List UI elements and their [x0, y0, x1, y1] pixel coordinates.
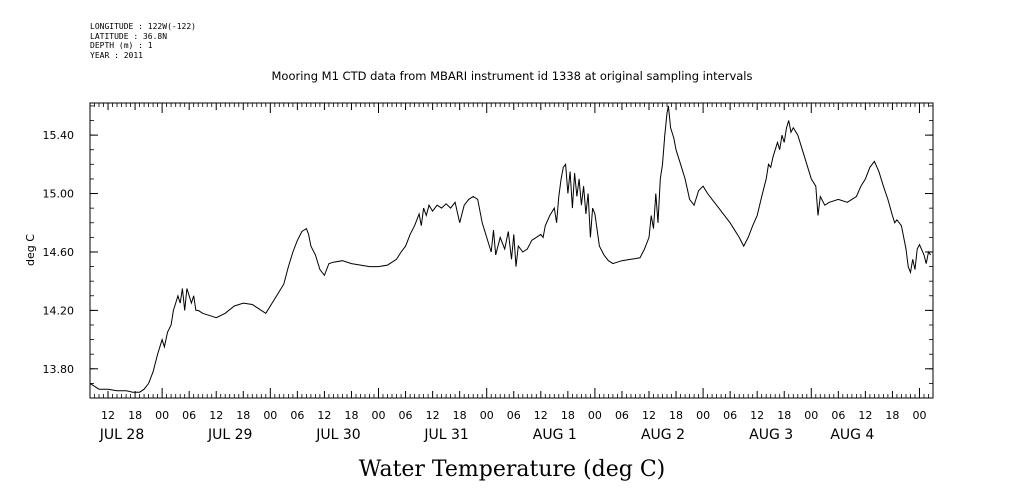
x-hour-label: 18 — [669, 409, 683, 422]
x-hour-label: 12 — [534, 409, 548, 422]
y-tick-label: 15.00 — [43, 188, 75, 201]
x-hour-label: 18 — [453, 409, 467, 422]
y-tick-label: 14.20 — [43, 304, 75, 317]
y-axis: 13.80 14.20 14.60 15.00 15.40 — [43, 105, 933, 384]
x-hour-label: 12 — [317, 409, 331, 422]
x-hour-label: 12 — [642, 409, 656, 422]
x-date-label: JUL 31 — [423, 427, 468, 443]
x-hour-label: 06 — [290, 409, 304, 422]
x-axis: 12 18 00 06 12 18 00 06 12 18 00 06 12 18 00 06 12 18 00 06… — [99, 103, 926, 443]
x-date-label: JUL 29 — [207, 427, 252, 443]
x-hour-label: 18 — [128, 409, 142, 422]
x-hour-label: 00 — [588, 409, 602, 422]
x-hour-label: 12 — [209, 409, 223, 422]
x-date-label: AUG 4 — [830, 427, 874, 443]
x-hour-label: 18 — [344, 409, 358, 422]
x-hour-label: 00 — [263, 409, 277, 422]
x-hour-label: 06 — [723, 409, 737, 422]
x-hour-label: 12 — [101, 409, 115, 422]
x-hour-label: 06 — [182, 409, 196, 422]
x-hour-label: 00 — [912, 409, 926, 422]
x-hour-label: 00 — [372, 409, 386, 422]
x-date-label: AUG 1 — [533, 427, 577, 443]
y-tick-label: 13.80 — [43, 363, 75, 376]
x-hour-label: 18 — [777, 409, 791, 422]
x-hour-label: 00 — [696, 409, 710, 422]
x-hour-label: 12 — [858, 409, 872, 422]
latitude-label: LATITUDE : 36.8N — [90, 31, 168, 41]
x-date-label: JUL 30 — [315, 427, 360, 443]
x-hour-label: 18 — [885, 409, 899, 422]
x-hour-label: 06 — [615, 409, 629, 422]
x-hour-label: 00 — [480, 409, 494, 422]
x-hour-label: 06 — [507, 409, 521, 422]
y-tick-label: 14.60 — [43, 246, 75, 259]
x-hour-label: 18 — [561, 409, 575, 422]
x-date-label: AUG 2 — [641, 427, 685, 443]
y-axis-label: deg C — [24, 234, 37, 266]
x-hour-label: 12 — [750, 409, 764, 422]
chart-title: Mooring M1 CTD data from MBARI instrumen… — [272, 69, 753, 83]
x-date-label: AUG 3 — [749, 427, 793, 443]
x-hour-label: 00 — [155, 409, 169, 422]
x-hour-label: 00 — [804, 409, 818, 422]
longitude-label: LONGITUDE : 122W(-122) — [90, 22, 196, 31]
x-hour-label: 06 — [399, 409, 413, 422]
year-label: YEAR : 2011 — [90, 50, 143, 60]
x-hour-label: 12 — [426, 409, 440, 422]
x-axis-label: Water Temperature (deg C) — [359, 457, 666, 482]
plot-frame — [89, 102, 934, 399]
minor-tick-marks — [89, 103, 934, 398]
metadata-block: LONGITUDE : 122W(-122) LATITUDE : 36.8N … — [90, 22, 196, 60]
x-hour-label: 06 — [831, 409, 845, 422]
y-tick-label: 15.40 — [43, 129, 75, 142]
minor-ticks — [89, 103, 934, 398]
series-line-water-temperature — [89, 105, 932, 393]
depth-label: DEPTH (m) : 1 — [90, 41, 153, 50]
x-hour-label: 18 — [236, 409, 250, 422]
x-date-label: JUL 28 — [99, 427, 144, 443]
